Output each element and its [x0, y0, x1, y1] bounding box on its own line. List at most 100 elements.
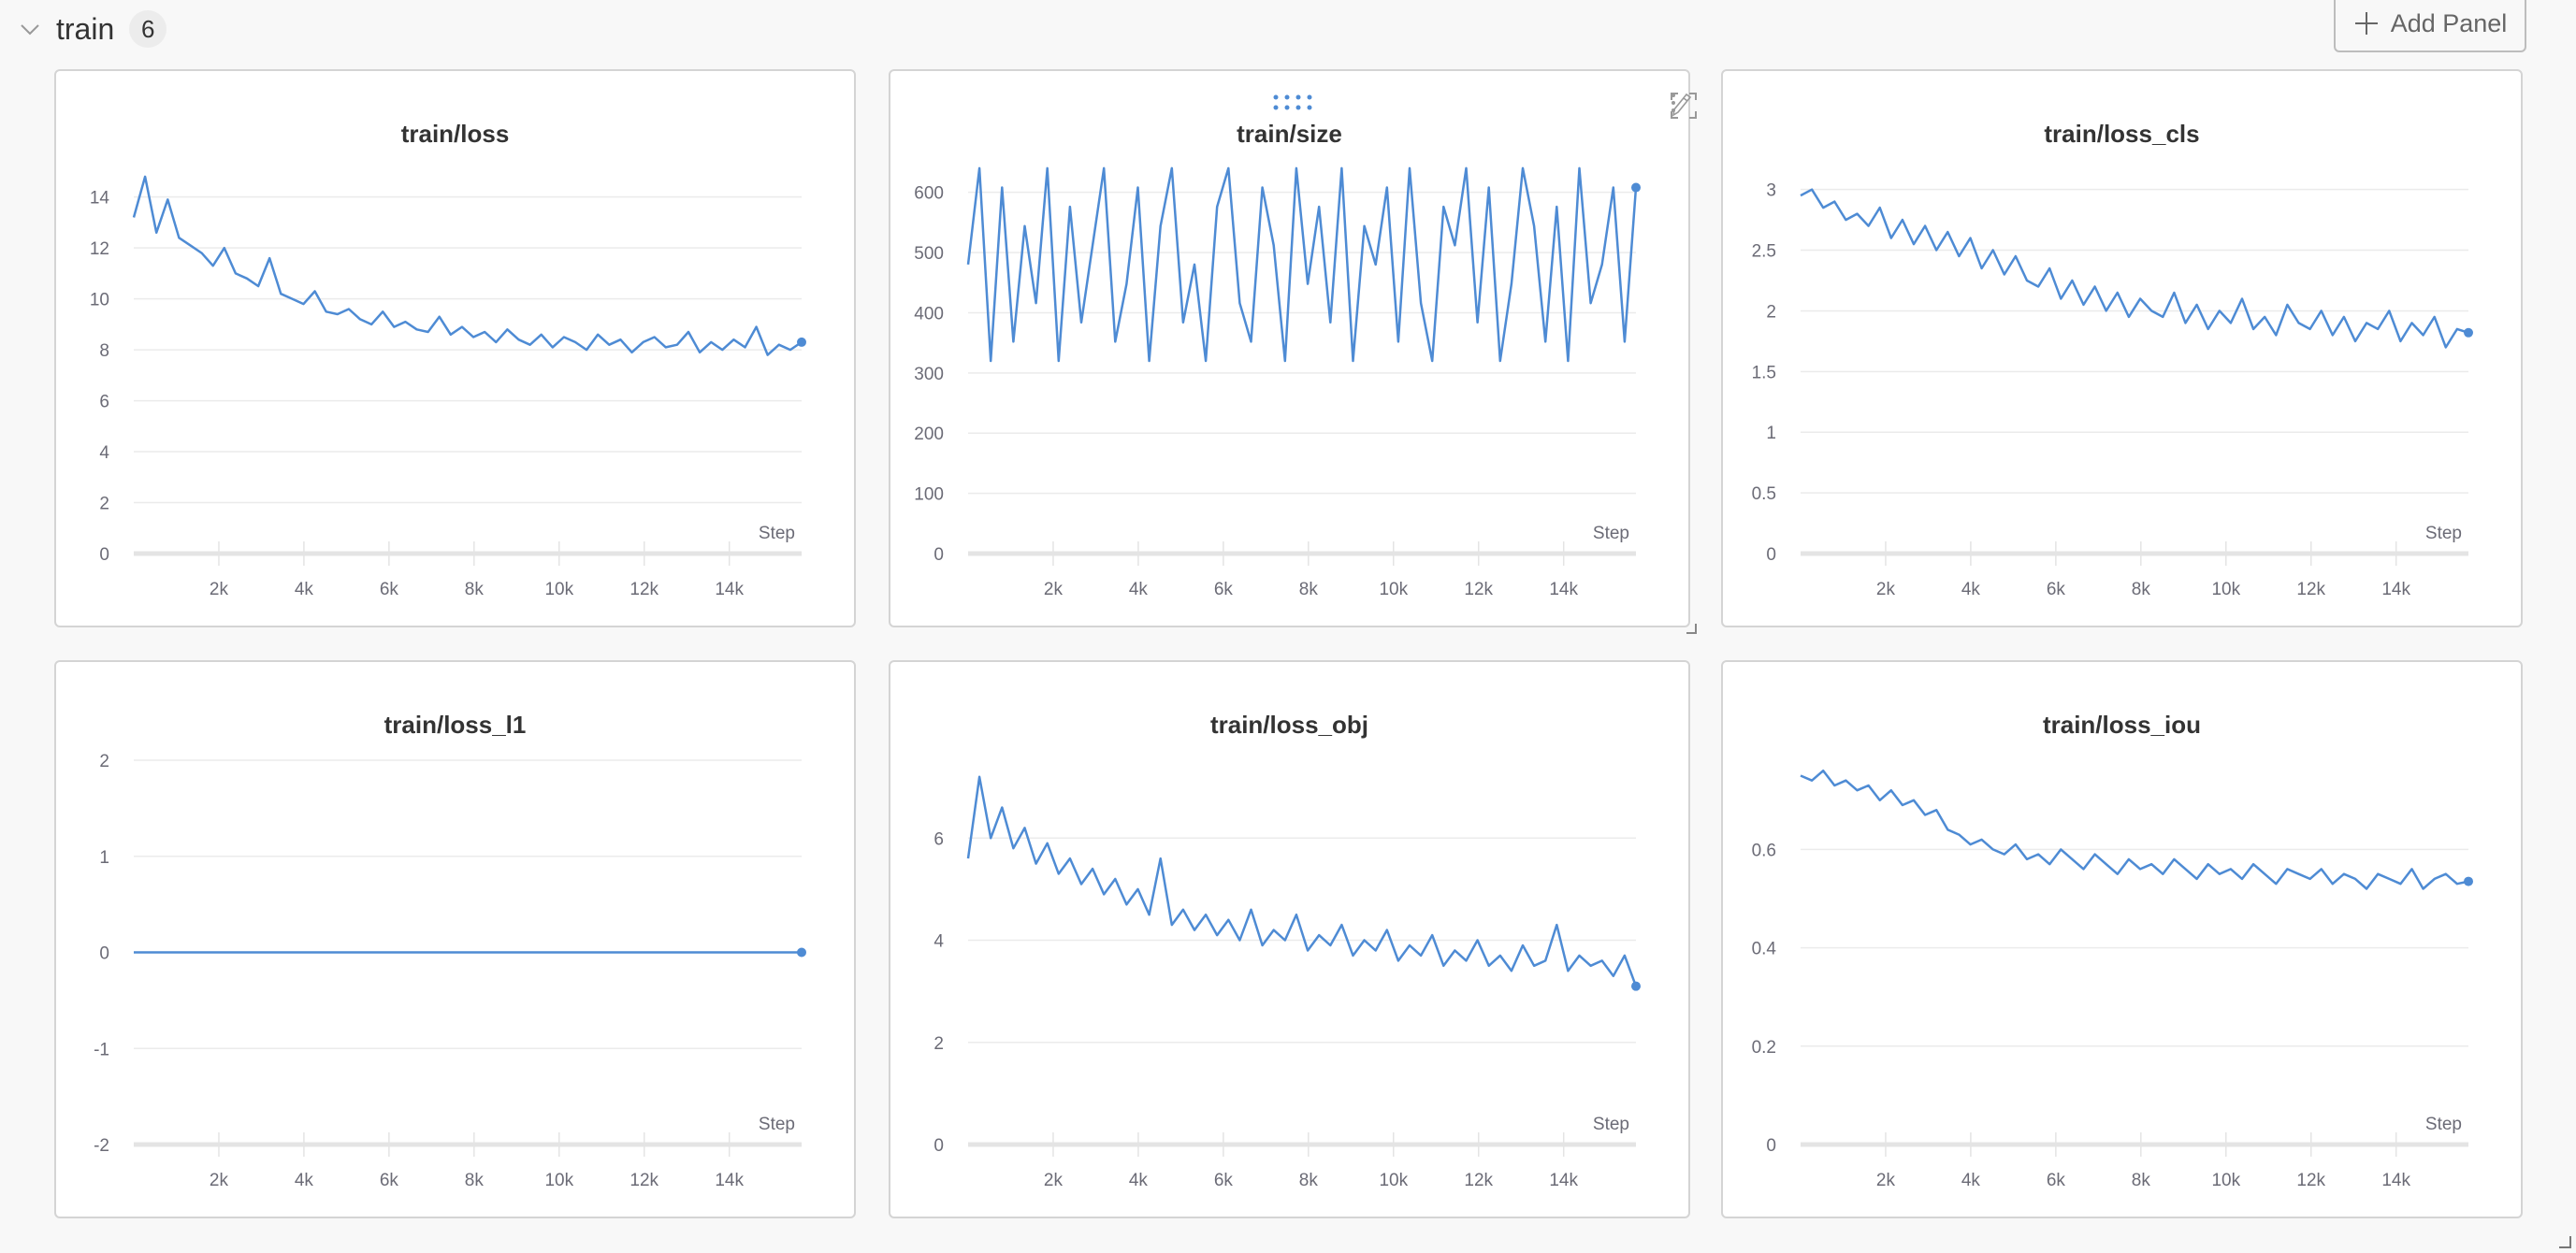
- line-chart: 0 0.2 0.4 0.6 2k 4k 6k 8k 10k 12k 14k Step: [1752, 769, 2473, 1190]
- x-tick-label: 12k: [2296, 580, 2325, 599]
- add-panel-button[interactable]: Add Panel: [2334, 0, 2526, 52]
- chart-panel[interactable]: train/loss_cls 0 0.5 1 1.5 2 2.5 3 2k 4k 6k 8k 10k 12…: [1721, 69, 2523, 627]
- x-tick-label: 8k: [2132, 580, 2151, 599]
- x-tick-label: 2k: [210, 1171, 229, 1190]
- y-tick-label: 0: [933, 545, 944, 565]
- add-panel-label: Add Panel: [2390, 8, 2508, 37]
- chart-panel[interactable]: train/loss_iou 0 0.2 0.4 0.6 2k 4k 6k 8k 10k 12k 14…: [1721, 660, 2523, 1218]
- y-tick-label: 10: [90, 291, 109, 310]
- y-tick-label: 300: [914, 365, 944, 384]
- y-tick-label: 0.4: [1752, 940, 1777, 959]
- x-tick-label: 10k: [1379, 1171, 1408, 1190]
- x-tick-label: 4k: [1961, 580, 1981, 599]
- chart-panel[interactable]: train/loss_obj 0 2 4 6 2k 4k 6k 8k 10k 12k 14k Step: [889, 660, 1690, 1218]
- y-tick-label: -2: [94, 1136, 109, 1156]
- series-line[interactable]: [132, 175, 803, 356]
- x-axis-label: Step: [2425, 524, 2462, 543]
- x-tick-label: 10k: [1379, 580, 1408, 599]
- y-tick-label: 0: [99, 545, 109, 565]
- y-tick-label: 200: [914, 425, 944, 444]
- y-tick-label: 3: [1766, 181, 1776, 201]
- series-endpoint: [1631, 182, 1641, 193]
- y-tick-label: 4: [933, 932, 944, 952]
- x-tick-label: 8k: [1299, 1171, 1319, 1190]
- y-tick-label: 6: [933, 829, 944, 849]
- chart-title: train/size: [1237, 120, 1342, 148]
- y-tick-label: 8: [99, 341, 109, 361]
- series-line[interactable]: [1800, 769, 2469, 890]
- series-endpoint: [797, 947, 806, 958]
- section-header[interactable]: train 6: [17, 6, 167, 52]
- y-tick-label: 14: [90, 189, 110, 209]
- x-tick-label: 12k: [2296, 1171, 2325, 1190]
- chart-panel[interactable]: train/size 0 100 200 300 400 500 600 2k 4k 6k 8k 10k…: [889, 69, 1697, 634]
- y-tick-label: 6: [99, 393, 109, 412]
- x-tick-label: 14k: [2381, 1171, 2410, 1190]
- x-tick-label: 4k: [1129, 1171, 1149, 1190]
- series-line[interactable]: [966, 775, 1638, 987]
- x-tick-label: 2k: [210, 580, 229, 599]
- y-tick-label: 0: [1766, 1136, 1776, 1156]
- x-tick-label: 10k: [2211, 580, 2240, 599]
- x-tick-label: 4k: [1129, 580, 1149, 599]
- x-tick-label: 8k: [1299, 580, 1319, 599]
- series-endpoint: [797, 337, 806, 347]
- x-tick-label: 2k: [1044, 1171, 1064, 1190]
- y-tick-label: 0.5: [1752, 484, 1776, 504]
- chart-title: train/loss_obj: [1209, 711, 1369, 739]
- x-tick-label: 12k: [630, 580, 658, 599]
- chevron-down-icon[interactable]: [17, 16, 43, 42]
- chart-title: train/loss: [400, 120, 510, 148]
- y-tick-label: 500: [914, 244, 944, 264]
- x-tick-label: 14k: [1549, 580, 1578, 599]
- y-tick-label: -1: [94, 1040, 109, 1059]
- chart-title: train/loss_cls: [2044, 120, 2200, 148]
- x-axis-label: Step: [759, 524, 795, 543]
- x-tick-label: 6k: [2047, 1171, 2066, 1190]
- y-tick-label: 0.2: [1752, 1038, 1776, 1058]
- series-line[interactable]: [1800, 188, 2469, 349]
- series-endpoint: [2464, 327, 2473, 338]
- x-tick-label: 4k: [295, 580, 314, 599]
- y-tick-label: 400: [914, 304, 944, 324]
- x-tick-label: 14k: [1549, 1171, 1578, 1190]
- y-tick-label: 2: [99, 495, 109, 514]
- y-tick-label: 2: [933, 1034, 944, 1054]
- panel-count-badge: 6: [129, 10, 167, 48]
- x-tick-label: 14k: [715, 1171, 744, 1190]
- x-tick-label: 6k: [380, 1171, 399, 1190]
- chart-title: train/loss_l1: [384, 711, 527, 739]
- x-tick-label: 8k: [2132, 1171, 2151, 1190]
- x-tick-label: 2k: [1876, 1171, 1896, 1190]
- line-chart: -2 -1 0 1 2 2k 4k 6k 8k 10k 12k 14k Step: [94, 752, 806, 1190]
- y-tick-label: 0: [1766, 545, 1776, 565]
- x-tick-label: 6k: [1214, 1171, 1234, 1190]
- line-chart: 0 0.5 1 1.5 2 2.5 3 2k 4k 6k 8k 10k 12k 14k Step: [1752, 181, 2473, 599]
- resize-handle-icon[interactable]: [2557, 1234, 2572, 1249]
- y-tick-label: 2.5: [1752, 242, 1776, 262]
- y-tick-label: 4: [99, 443, 109, 463]
- x-tick-label: 12k: [1464, 580, 1493, 599]
- y-tick-label: 2: [99, 752, 109, 771]
- x-tick-label: 10k: [544, 580, 573, 599]
- x-tick-label: 4k: [1961, 1171, 1981, 1190]
- series-line[interactable]: [966, 166, 1638, 363]
- chart-panel[interactable]: train/loss 0 2 4 6 8 10 12 14 2k 4k 6k 8k 10k 12k 14k St…: [54, 69, 856, 627]
- x-axis-label: Step: [1593, 1115, 1629, 1134]
- line-chart: 0 2 4 6 8 10 12 14 2k 4k 6k 8k 10k 12k 14k Step: [90, 175, 806, 599]
- line-chart: 0 100 200 300 400 500 600 2k 4k 6k 8k 10k 12k 14k Step: [914, 166, 1641, 599]
- chart-title: train/loss_iou: [2042, 711, 2202, 739]
- chart-panel[interactable]: train/loss_l1 -2 -1 0 1 2 2k 4k 6k 8k 10k 12k 14k Ste…: [54, 660, 856, 1218]
- y-tick-label: 0: [99, 944, 109, 964]
- x-tick-label: 8k: [465, 1171, 485, 1190]
- y-tick-label: 2: [1766, 302, 1776, 322]
- series-endpoint: [1631, 981, 1641, 991]
- fullscreen-icon[interactable]: [1670, 92, 1698, 120]
- y-tick-label: 600: [914, 184, 944, 204]
- x-tick-label: 8k: [465, 580, 485, 599]
- x-tick-label: 6k: [2047, 580, 2066, 599]
- x-tick-label: 6k: [380, 580, 399, 599]
- x-tick-label: 10k: [2211, 1171, 2240, 1190]
- more-vertical-icon[interactable]: [1670, 92, 1677, 114]
- plus-icon: [2354, 12, 2378, 35]
